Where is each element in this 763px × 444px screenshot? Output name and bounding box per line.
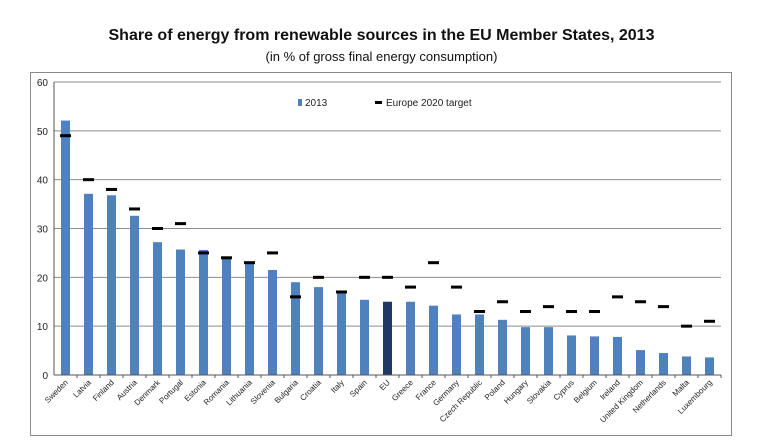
bar-france: [429, 305, 438, 375]
x-axis: [53, 82, 722, 378]
bar-italy: [337, 293, 346, 375]
target-marker-germany: [451, 285, 462, 289]
chart-subtitle: (in % of gross final energy consumption): [265, 49, 498, 64]
bar-malta: [682, 356, 691, 375]
x-tick-label: Czech Republic: [438, 378, 484, 424]
target-marker-italy: [336, 290, 347, 294]
x-tick-label: Finland: [91, 378, 116, 403]
bar-slovenia: [268, 270, 277, 375]
bar-portugal: [176, 249, 185, 375]
bar-romania: [222, 258, 231, 375]
bar-poland: [498, 319, 507, 375]
target-marker-portugal: [175, 222, 186, 226]
target-marker-hungary: [520, 310, 531, 314]
target-marker-croatia: [313, 275, 324, 279]
y-tick-label: 10: [37, 322, 49, 333]
target-marker-denmark: [152, 227, 163, 230]
bar-sweden: [61, 120, 70, 375]
chart-frame: 0 10 20 30 40 50 60 Sweden Latvia Finland Austria…: [30, 72, 732, 436]
y-tick-label: 30: [37, 225, 49, 236]
target-marker-czech-republic: [474, 310, 485, 314]
x-tick-label: Malta: [671, 378, 692, 399]
bar-estonia: [199, 249, 208, 375]
legend-swatch-2013: [298, 99, 302, 106]
target-marker-greece: [405, 285, 416, 289]
bar-eu: [383, 301, 392, 375]
x-tick-label: Belgium: [572, 378, 599, 405]
bar-greece: [406, 301, 415, 375]
y-tick-label: 60: [37, 78, 49, 89]
target-marker-spain: [359, 275, 370, 279]
target-marker-malta: [681, 324, 692, 328]
x-tick-label: Spain: [348, 378, 369, 399]
target-marker-poland: [497, 300, 508, 304]
x-tick-label: Greece: [390, 378, 415, 403]
target-marker-sweden: [60, 134, 71, 138]
bar-netherlands: [659, 353, 668, 375]
x-tick-label: Denmark: [133, 377, 163, 407]
x-tick-label: Italy: [329, 378, 346, 395]
target-marker-slovenia: [267, 251, 278, 255]
target-marker-belgium: [589, 310, 600, 314]
x-tick-label: Slovenia: [249, 378, 277, 406]
x-tick-label: EU: [378, 378, 392, 392]
bar-ireland: [613, 336, 622, 375]
x-tick-label: Lithuania: [225, 378, 255, 408]
y-tick-label: 0: [42, 371, 48, 382]
target-marker-luxembourg: [704, 319, 715, 323]
bar-latvia: [84, 193, 93, 375]
x-tick-label: Sweden: [43, 378, 70, 405]
bar-czech-republic: [475, 314, 484, 375]
x-tick-label: Hungary: [502, 378, 530, 406]
y-axis-tick-labels: 0 10 20 30 40 50 60: [37, 78, 49, 382]
bar-bulgaria: [291, 282, 300, 375]
legend-label-2013: 2013: [305, 98, 328, 109]
target-marker-france: [428, 261, 439, 265]
target-marker-lithuania: [244, 261, 255, 265]
target-marker-united-kingdom: [635, 300, 646, 304]
bar-germany: [452, 314, 461, 375]
bar-austria: [130, 215, 139, 375]
bar-lithuania: [245, 262, 254, 375]
y-tick-label: 50: [37, 127, 49, 138]
legend-label-target: Europe 2020 target: [386, 98, 472, 109]
bar-spain: [360, 299, 369, 375]
target-marker-romania: [221, 256, 232, 260]
bar-croatia: [314, 287, 323, 375]
y-tick-label: 20: [37, 273, 49, 284]
chart-title: Share of energy from renewable sources i…: [108, 27, 655, 44]
target-marker-slovakia: [543, 305, 554, 309]
x-tick-label: Bulgaria: [273, 378, 301, 406]
target-marker-finland: [106, 187, 117, 191]
target-marker-estonia: [198, 251, 209, 255]
target-marker-austria: [129, 207, 140, 211]
target-marker-latvia: [83, 178, 94, 182]
legend-swatch-target: [375, 101, 382, 104]
x-tick-label: Croatia: [298, 378, 323, 403]
bar-luxembourg: [705, 357, 714, 375]
bar-hungary: [521, 327, 530, 375]
target-marker-bulgaria: [290, 295, 301, 299]
bar-cyprus: [567, 335, 576, 375]
x-tick-label: Slovakia: [525, 378, 553, 406]
target-markers: [60, 134, 715, 328]
gridlines: [54, 81, 721, 327]
y-tick-label: 40: [37, 176, 49, 187]
target-marker-eu: [382, 275, 393, 279]
legend: 2013 Europe 2020 target: [298, 98, 472, 109]
x-tick-label: Portugal: [157, 378, 185, 406]
bar-finland: [107, 195, 116, 375]
bar-belgium: [590, 336, 599, 375]
target-marker-cyprus: [566, 310, 577, 314]
bar-denmark: [153, 242, 162, 375]
target-marker-ireland: [612, 295, 623, 299]
bars-2013: [61, 120, 714, 375]
bar-slovakia: [544, 327, 553, 375]
target-marker-netherlands: [658, 305, 669, 309]
bar-united-kingdom: [636, 350, 645, 375]
